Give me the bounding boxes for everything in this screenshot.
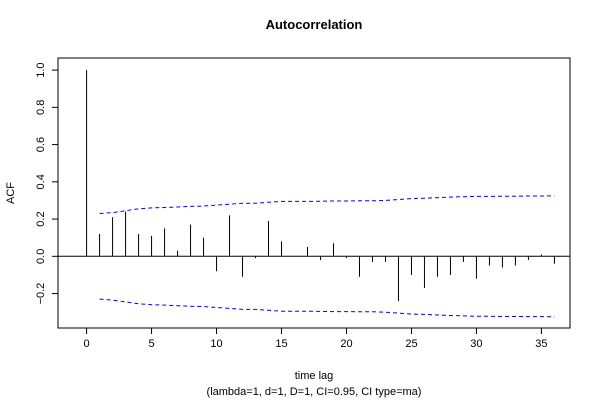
x-tick-label: 5 [149, 338, 155, 350]
ci-lower-line [99, 298, 555, 318]
y-tick-label: 0.8 [35, 100, 47, 115]
y-tick-label: −0.2 [35, 283, 47, 305]
chart-marks: 0 5 10 15 20 25 30 35 −0.2 0.0 0.2 0.4 0.6 0.8 1.0 [35, 62, 570, 350]
y-tick-label: 0.6 [35, 137, 47, 152]
x-axis-label: time lag [295, 370, 334, 382]
x-tick-label: 15 [275, 338, 287, 350]
y-tick-label: 0.2 [35, 211, 47, 226]
x-tick-label: 30 [470, 338, 482, 350]
x-tick-label: 10 [210, 338, 222, 350]
x-tick-label: 25 [405, 338, 417, 350]
x-tick-label: 20 [340, 338, 352, 350]
plot-frame [57, 57, 571, 329]
chart-title: Autocorrelation [266, 17, 363, 32]
x-tick-label: 0 [84, 338, 90, 350]
x-tick-label: 35 [535, 338, 547, 350]
y-tick-label: 0.4 [35, 174, 47, 189]
chart-subtitle: (lambda=1, d=1, D=1, CI=0.95, CI type=ma… [207, 386, 422, 398]
y-tick-label: 0.0 [35, 249, 47, 264]
ci-upper-line [99, 195, 555, 214]
y-tick-label: 1.0 [35, 62, 47, 77]
y-axis-label: ACF [5, 182, 17, 204]
